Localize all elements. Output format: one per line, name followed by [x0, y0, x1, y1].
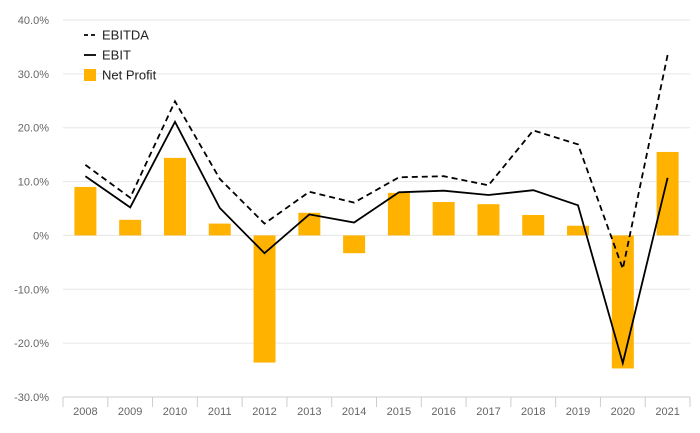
legend: EBITDA EBIT Net Profit — [84, 28, 157, 83]
x-tick-label: 2021 — [655, 406, 679, 418]
x-tick-label: 2020 — [611, 406, 635, 418]
series-lines — [84, 54, 669, 367]
y-tick-label: -30.0% — [14, 392, 49, 404]
legend-label: EBITDA — [102, 28, 149, 43]
net-profit-bar — [74, 186, 97, 236]
net-profit-bar — [477, 204, 500, 236]
net-profit-bar — [432, 202, 455, 236]
net-profit-bar — [611, 235, 634, 369]
ebitda-line — [84, 54, 669, 273]
y-tick-label: -10.0% — [14, 284, 49, 296]
x-tick-label: 2014 — [342, 406, 366, 418]
x-tick-label: 2009 — [118, 406, 142, 418]
legend-label: EBIT — [102, 48, 131, 63]
x-tick-label: 2015 — [387, 406, 411, 418]
net-profit-bars — [74, 151, 679, 369]
x-tick-label: 2019 — [566, 406, 590, 418]
y-axis-ticks: 40.0% 30.0% 20.0% 10.0% 0% -10.0% -20.0% -30.0% — [14, 15, 49, 404]
x-axis: 2008 2009 2010 2011 2012 2013 2014 2015 2016 2017… — [62, 396, 691, 418]
net-profit-bar — [567, 225, 590, 236]
y-tick-label: -20.0% — [14, 338, 49, 350]
x-tick-label: 2013 — [297, 406, 321, 418]
x-tick-label: 2010 — [163, 406, 187, 418]
gridlines — [63, 19, 690, 398]
net-profit-bar — [253, 235, 276, 363]
legend-swatch-net-profit — [84, 69, 96, 81]
net-profit-bar — [522, 214, 545, 236]
y-tick-label: 40.0% — [18, 15, 49, 27]
x-tick-label: 2018 — [521, 406, 545, 418]
net-profit-bar — [343, 235, 366, 254]
net-profit-bar — [208, 223, 231, 236]
y-tick-label: 30.0% — [18, 69, 49, 81]
x-tick-label: 2016 — [431, 406, 455, 418]
x-tick-label: 2011 — [208, 406, 232, 418]
x-tick-label: 2008 — [73, 406, 97, 418]
net-profit-bar — [387, 192, 410, 236]
net-profit-bar — [163, 157, 186, 236]
ebit-line — [84, 119, 669, 367]
net-profit-bar — [656, 151, 679, 236]
y-tick-label: 20.0% — [18, 123, 49, 135]
x-tick-label: 2012 — [252, 406, 276, 418]
legend-label: Net Profit — [102, 68, 157, 83]
net-profit-bar — [119, 219, 142, 236]
y-tick-label: 0% — [33, 230, 49, 242]
y-tick-label: 10.0% — [18, 177, 49, 189]
x-tick-label: 2017 — [476, 406, 500, 418]
